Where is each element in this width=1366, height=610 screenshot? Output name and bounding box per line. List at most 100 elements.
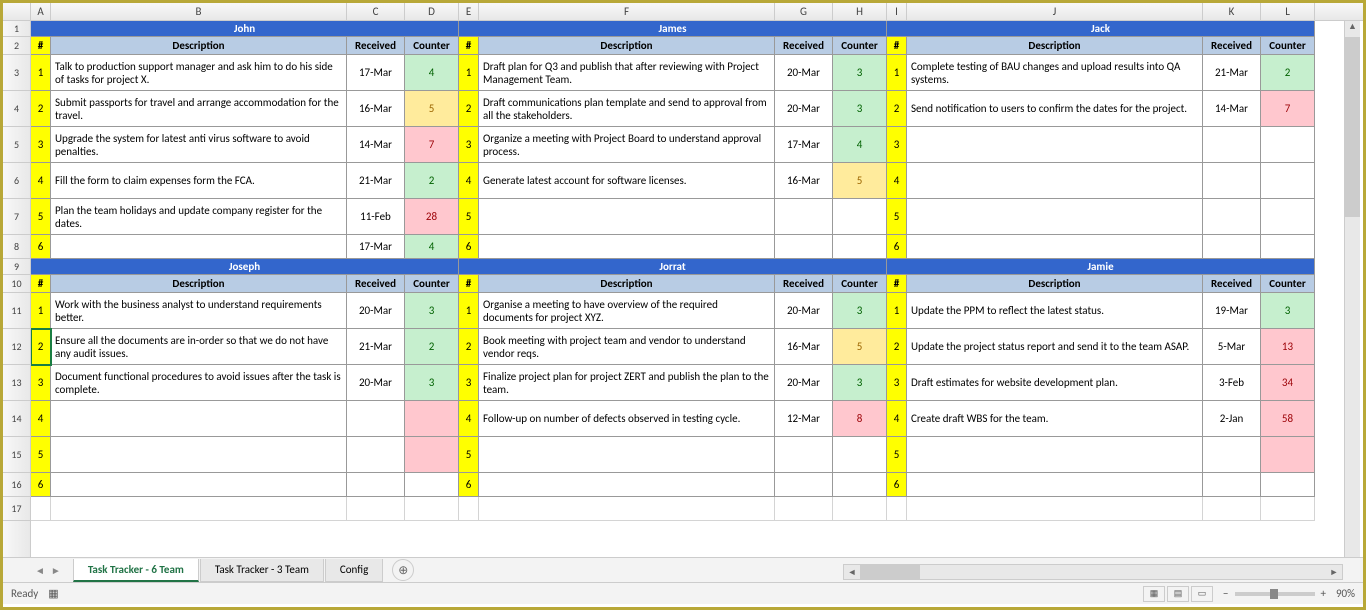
- cell[interactable]: 3: [833, 55, 887, 91]
- cell[interactable]: #: [459, 37, 479, 55]
- cell[interactable]: [887, 497, 907, 521]
- cell[interactable]: [405, 473, 459, 497]
- cell[interactable]: [51, 235, 347, 259]
- cell[interactable]: Generate latest account for software lic…: [479, 163, 775, 199]
- cell[interactable]: [347, 401, 405, 437]
- cell[interactable]: [775, 437, 833, 473]
- column-header-A[interactable]: A: [31, 3, 51, 20]
- cell[interactable]: 5: [31, 437, 51, 473]
- cell[interactable]: 1: [31, 55, 51, 91]
- cell[interactable]: 4: [31, 401, 51, 437]
- cell[interactable]: Upgrade the system for latest anti virus…: [51, 127, 347, 163]
- cell[interactable]: [907, 235, 1203, 259]
- cell[interactable]: [907, 473, 1203, 497]
- cell[interactable]: [405, 497, 459, 521]
- cell[interactable]: [1261, 163, 1315, 199]
- cell[interactable]: 4: [405, 235, 459, 259]
- column-header-J[interactable]: J: [907, 3, 1203, 20]
- cell[interactable]: [405, 401, 459, 437]
- row-header-13[interactable]: 13: [3, 365, 30, 401]
- cell[interactable]: [1261, 437, 1315, 473]
- page-break-view-button[interactable]: ▭: [1191, 586, 1213, 602]
- cell[interactable]: Complete testing of BAU changes and uplo…: [907, 55, 1203, 91]
- cell[interactable]: 5: [833, 329, 887, 365]
- cell[interactable]: 5: [887, 437, 907, 473]
- cell[interactable]: 21-Mar: [347, 329, 405, 365]
- tab-prev-icon[interactable]: ◄: [33, 564, 47, 577]
- column-header-L[interactable]: L: [1261, 3, 1315, 20]
- column-header-D[interactable]: D: [405, 3, 459, 20]
- cell[interactable]: 16-Mar: [347, 91, 405, 127]
- cell[interactable]: 20-Mar: [775, 91, 833, 127]
- add-sheet-button[interactable]: ⊕: [392, 559, 414, 581]
- cell[interactable]: Ensure all the documents are in-order so…: [51, 329, 347, 365]
- cell[interactable]: 6: [887, 473, 907, 497]
- row-header-6[interactable]: 6: [3, 163, 30, 199]
- cell[interactable]: [907, 199, 1203, 235]
- cell[interactable]: Fill the form to claim expenses form the…: [51, 163, 347, 199]
- cell[interactable]: [775, 473, 833, 497]
- cell[interactable]: 6: [31, 235, 51, 259]
- cell[interactable]: Work with the business analyst to unders…: [51, 293, 347, 329]
- cell[interactable]: [833, 473, 887, 497]
- cell[interactable]: [459, 497, 479, 521]
- worksheet[interactable]: JohnJamesJack#DescriptionReceivedCounter…: [31, 21, 1363, 557]
- row-header-2[interactable]: 2: [3, 37, 30, 55]
- cell[interactable]: [833, 235, 887, 259]
- cell[interactable]: Counter: [1261, 37, 1315, 55]
- select-all-corner[interactable]: [3, 3, 31, 20]
- cell[interactable]: 20-Mar: [347, 293, 405, 329]
- cell[interactable]: 4: [833, 127, 887, 163]
- row-header-16[interactable]: 16: [3, 473, 30, 497]
- cell[interactable]: [1261, 235, 1315, 259]
- row-header-12[interactable]: 12: [3, 329, 30, 365]
- cell[interactable]: Counter: [405, 275, 459, 293]
- cell[interactable]: #: [887, 37, 907, 55]
- cell[interactable]: Update the PPM to reflect the latest sta…: [907, 293, 1203, 329]
- row-header-15[interactable]: 15: [3, 437, 30, 473]
- cell[interactable]: 2: [31, 91, 51, 127]
- cell[interactable]: [907, 497, 1203, 521]
- cell[interactable]: 6: [459, 473, 479, 497]
- cell[interactable]: 5: [405, 91, 459, 127]
- cell[interactable]: 2: [405, 329, 459, 365]
- sheet-tab[interactable]: Config: [325, 559, 383, 582]
- cell[interactable]: Draft communications plan template and s…: [479, 91, 775, 127]
- cell[interactable]: 3-Feb: [1203, 365, 1261, 401]
- cell[interactable]: 58: [1261, 401, 1315, 437]
- cell[interactable]: John: [31, 21, 459, 37]
- cell[interactable]: 3: [1261, 293, 1315, 329]
- sheet-tab[interactable]: Task Tracker - 6 Team: [73, 559, 199, 582]
- column-header-H[interactable]: H: [833, 3, 887, 20]
- cell[interactable]: [347, 437, 405, 473]
- cell[interactable]: 4: [887, 401, 907, 437]
- row-header-7[interactable]: 7: [3, 199, 30, 235]
- cell[interactable]: Send notification to users to confirm th…: [907, 91, 1203, 127]
- vertical-scrollbar[interactable]: ▲: [1344, 21, 1360, 557]
- cell[interactable]: 3: [887, 127, 907, 163]
- cell[interactable]: Description: [907, 37, 1203, 55]
- cell[interactable]: [1203, 163, 1261, 199]
- hscroll-thumb[interactable]: [860, 565, 920, 579]
- cell[interactable]: [1261, 127, 1315, 163]
- cell[interactable]: Jack: [887, 21, 1315, 37]
- cell[interactable]: [907, 127, 1203, 163]
- cell[interactable]: 5: [833, 163, 887, 199]
- cell[interactable]: 2: [887, 329, 907, 365]
- row-header-11[interactable]: 11: [3, 293, 30, 329]
- cell[interactable]: 16-Mar: [775, 329, 833, 365]
- cell[interactable]: [1203, 235, 1261, 259]
- cell[interactable]: 4: [459, 163, 479, 199]
- cell[interactable]: [479, 437, 775, 473]
- row-header-17[interactable]: 17: [3, 497, 30, 521]
- zoom-in-button[interactable]: +: [1321, 587, 1326, 600]
- row-header-4[interactable]: 4: [3, 91, 30, 127]
- cell[interactable]: Follow-up on number of defects observed …: [479, 401, 775, 437]
- cell[interactable]: [1203, 497, 1261, 521]
- cell[interactable]: 2-Jan: [1203, 401, 1261, 437]
- cell[interactable]: 7: [405, 127, 459, 163]
- cell[interactable]: [1203, 127, 1261, 163]
- cell[interactable]: 6: [459, 235, 479, 259]
- cell[interactable]: 20-Mar: [775, 365, 833, 401]
- scroll-left-arrow-icon[interactable]: ◄: [844, 567, 860, 578]
